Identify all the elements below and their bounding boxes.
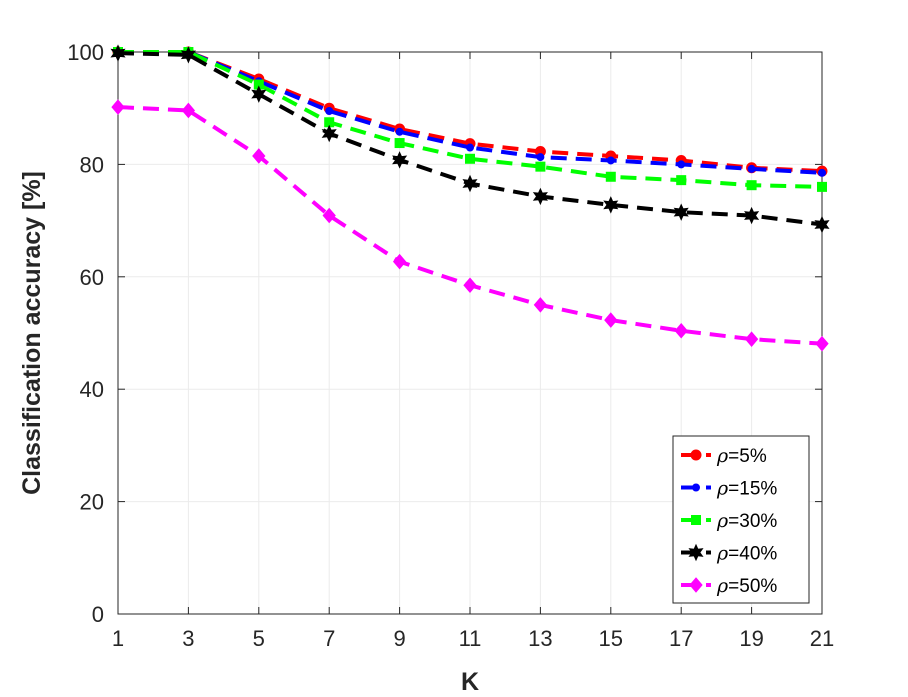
legend-value-text: =15% <box>728 479 777 500</box>
data-point <box>817 181 827 192</box>
x-tick-label: 5 <box>253 626 265 651</box>
legend-rho-symbol: ρ <box>716 543 729 565</box>
data-point <box>606 156 615 165</box>
x-tick-label: 11 <box>459 626 482 651</box>
legend-marker <box>690 449 702 461</box>
legend-label: ρ=30% <box>716 510 777 532</box>
data-point <box>111 99 125 115</box>
y-tick-label: 0 <box>92 602 104 627</box>
data-point <box>180 46 196 64</box>
x-tick-label: 9 <box>393 626 405 651</box>
legend: ρ=5%ρ=15%ρ=30%ρ=40%ρ=50% <box>672 435 810 604</box>
data-point <box>321 124 337 143</box>
x-tick-label: 15 <box>599 626 623 651</box>
data-point <box>814 215 830 234</box>
legend-label: ρ=50% <box>716 575 777 597</box>
data-point <box>535 161 546 172</box>
data-point <box>674 322 688 339</box>
x-tick-label: 7 <box>323 626 335 651</box>
x-tick-label: 21 <box>810 626 834 651</box>
x-tick-label: 3 <box>182 626 194 651</box>
legend-value-text: =50% <box>728 576 777 597</box>
legend-label: ρ=15% <box>716 478 777 500</box>
legend-rho-symbol: ρ <box>716 445 729 467</box>
series-line <box>118 50 823 174</box>
x-tick-label: 19 <box>739 626 763 651</box>
series-3 <box>110 44 830 234</box>
legend-label: ρ=40% <box>716 543 777 565</box>
data-point <box>532 187 548 206</box>
y-tick-label: 80 <box>80 152 104 177</box>
x-tick-label: 1 <box>112 626 124 651</box>
legend-item: ρ=15% <box>681 478 777 500</box>
data-point <box>466 143 474 152</box>
data-point <box>536 153 545 162</box>
data-point <box>251 85 267 103</box>
data-point <box>744 331 759 347</box>
y-tick-label: 40 <box>80 377 104 402</box>
data-point <box>325 107 334 116</box>
data-point <box>747 164 756 173</box>
legend-value-text: =30% <box>728 511 777 532</box>
data-point <box>746 180 757 191</box>
data-point <box>463 277 477 293</box>
legend-marker <box>691 515 701 525</box>
legend-marker <box>689 577 703 593</box>
legend-item: ρ=50% <box>681 575 777 597</box>
data-point <box>605 171 616 182</box>
legend-item: ρ=5% <box>681 445 767 467</box>
data-point <box>744 206 760 225</box>
data-point <box>465 153 475 164</box>
legend-label: ρ=5% <box>716 445 767 467</box>
data-point <box>392 151 408 169</box>
legend-rho-symbol: ρ <box>716 510 729 532</box>
data-point <box>676 175 687 186</box>
data-point <box>603 196 619 214</box>
data-point <box>815 335 829 352</box>
data-point <box>818 168 826 177</box>
legend-rho-symbol: ρ <box>716 478 729 500</box>
series-layer <box>110 44 830 352</box>
x-axis-label: K <box>461 668 479 696</box>
legend-rho-symbol: ρ <box>716 575 729 597</box>
legend-value-text: =40% <box>728 544 777 565</box>
data-point <box>392 253 407 270</box>
y-axis-label: Classification accuracy [%] <box>18 171 46 495</box>
data-point <box>110 44 126 62</box>
data-point <box>673 203 689 221</box>
x-tick-label: 17 <box>669 626 693 651</box>
legend-value-text: =5% <box>728 446 767 467</box>
legend-item: ρ=30% <box>681 510 777 532</box>
data-point <box>462 174 478 193</box>
series-4 <box>111 99 829 352</box>
data-point <box>394 138 405 149</box>
y-tick-label: 100 <box>67 40 104 65</box>
data-point <box>604 312 618 328</box>
data-point <box>677 160 686 169</box>
data-point <box>322 207 336 224</box>
y-tick-label: 20 <box>80 490 104 515</box>
data-point <box>181 102 196 119</box>
data-point <box>395 127 404 136</box>
x-tick-label: 13 <box>528 626 552 651</box>
series-line <box>118 50 823 175</box>
data-point <box>533 297 548 313</box>
y-tick-label: 60 <box>80 265 104 290</box>
series-line <box>118 50 823 189</box>
legend-marker <box>692 483 700 492</box>
legend-marker <box>688 543 704 562</box>
data-point <box>252 148 266 164</box>
legend-item: ρ=40% <box>681 543 777 565</box>
